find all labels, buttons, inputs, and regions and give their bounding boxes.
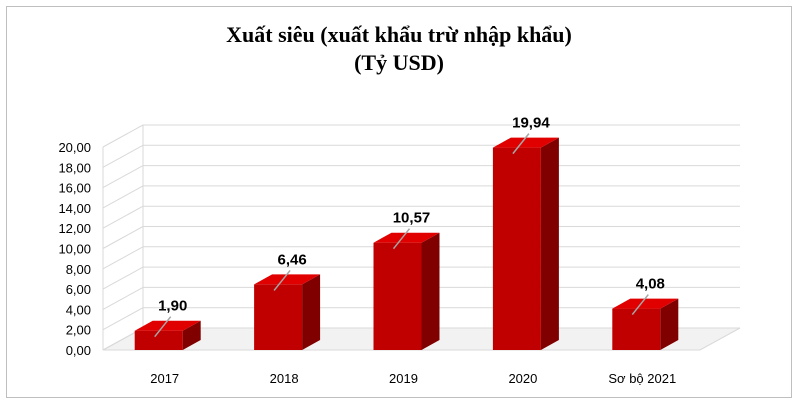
gridline-side (102, 307, 144, 331)
bar (492, 147, 541, 350)
y-tick-label: 8,00 (66, 262, 91, 277)
gridline-side (102, 286, 144, 310)
gridline-side (102, 124, 144, 148)
data-label: 6,46 (277, 251, 306, 268)
y-tick-label: 10,00 (58, 242, 91, 257)
y-tick-label: 14,00 (58, 201, 91, 216)
x-tick-label: 2019 (389, 371, 418, 386)
data-label: 19,94 (512, 115, 550, 132)
gridline-side (102, 226, 144, 249)
bar-top (492, 137, 559, 148)
bar (134, 330, 183, 350)
x-tick-label: 2020 (508, 371, 537, 386)
bar-top (254, 274, 321, 285)
y-tick-label: 18,00 (58, 160, 91, 175)
bar-top (134, 320, 201, 331)
bar (612, 308, 661, 350)
bar-side (182, 320, 201, 350)
bar (373, 242, 422, 350)
data-label-leader (273, 269, 291, 291)
x-tick-label: Sơ bộ 2021 (608, 371, 676, 386)
bar-side (421, 232, 440, 350)
data-label-leader (154, 316, 172, 338)
x-tick-label: 2018 (270, 371, 299, 386)
bar-side (660, 298, 679, 350)
y-tick-label: 4,00 (66, 302, 91, 317)
chart-title-line1: Xuất siêu (xuất khẩu trừ nhập khẩu) (226, 22, 572, 47)
y-tick-label: 12,00 (58, 221, 91, 236)
gridline-side (102, 246, 144, 270)
bar-side (302, 274, 321, 350)
gridline-side (102, 205, 144, 229)
data-label-leader (392, 228, 411, 250)
y-tick-label: 2,00 (66, 323, 91, 338)
chart-title-line2: (Tỷ USD) (354, 50, 444, 75)
bar-side (540, 137, 559, 350)
data-label: 4,08 (636, 276, 665, 293)
bar-top (373, 232, 440, 243)
x-tick-label: 2017 (150, 371, 179, 386)
gridline-side (102, 266, 144, 290)
y-tick-label: 0,00 (66, 343, 91, 358)
bar-top (612, 298, 679, 309)
chart-title: Xuất siêu (xuất khẩu trừ nhập khẩu) (Tỷ … (7, 21, 791, 77)
data-label: 1,90 (158, 298, 187, 315)
gridline-side (102, 185, 144, 209)
gridline-side (102, 144, 144, 168)
bar (254, 284, 303, 350)
data-label-leader (631, 294, 649, 316)
y-tick-label: 20,00 (58, 140, 91, 155)
y-tick-label: 16,00 (58, 181, 91, 196)
data-label: 10,57 (393, 210, 431, 227)
gridline-side (102, 165, 144, 189)
y-tick-label: 6,00 (66, 282, 91, 297)
data-label-leader (512, 133, 530, 155)
